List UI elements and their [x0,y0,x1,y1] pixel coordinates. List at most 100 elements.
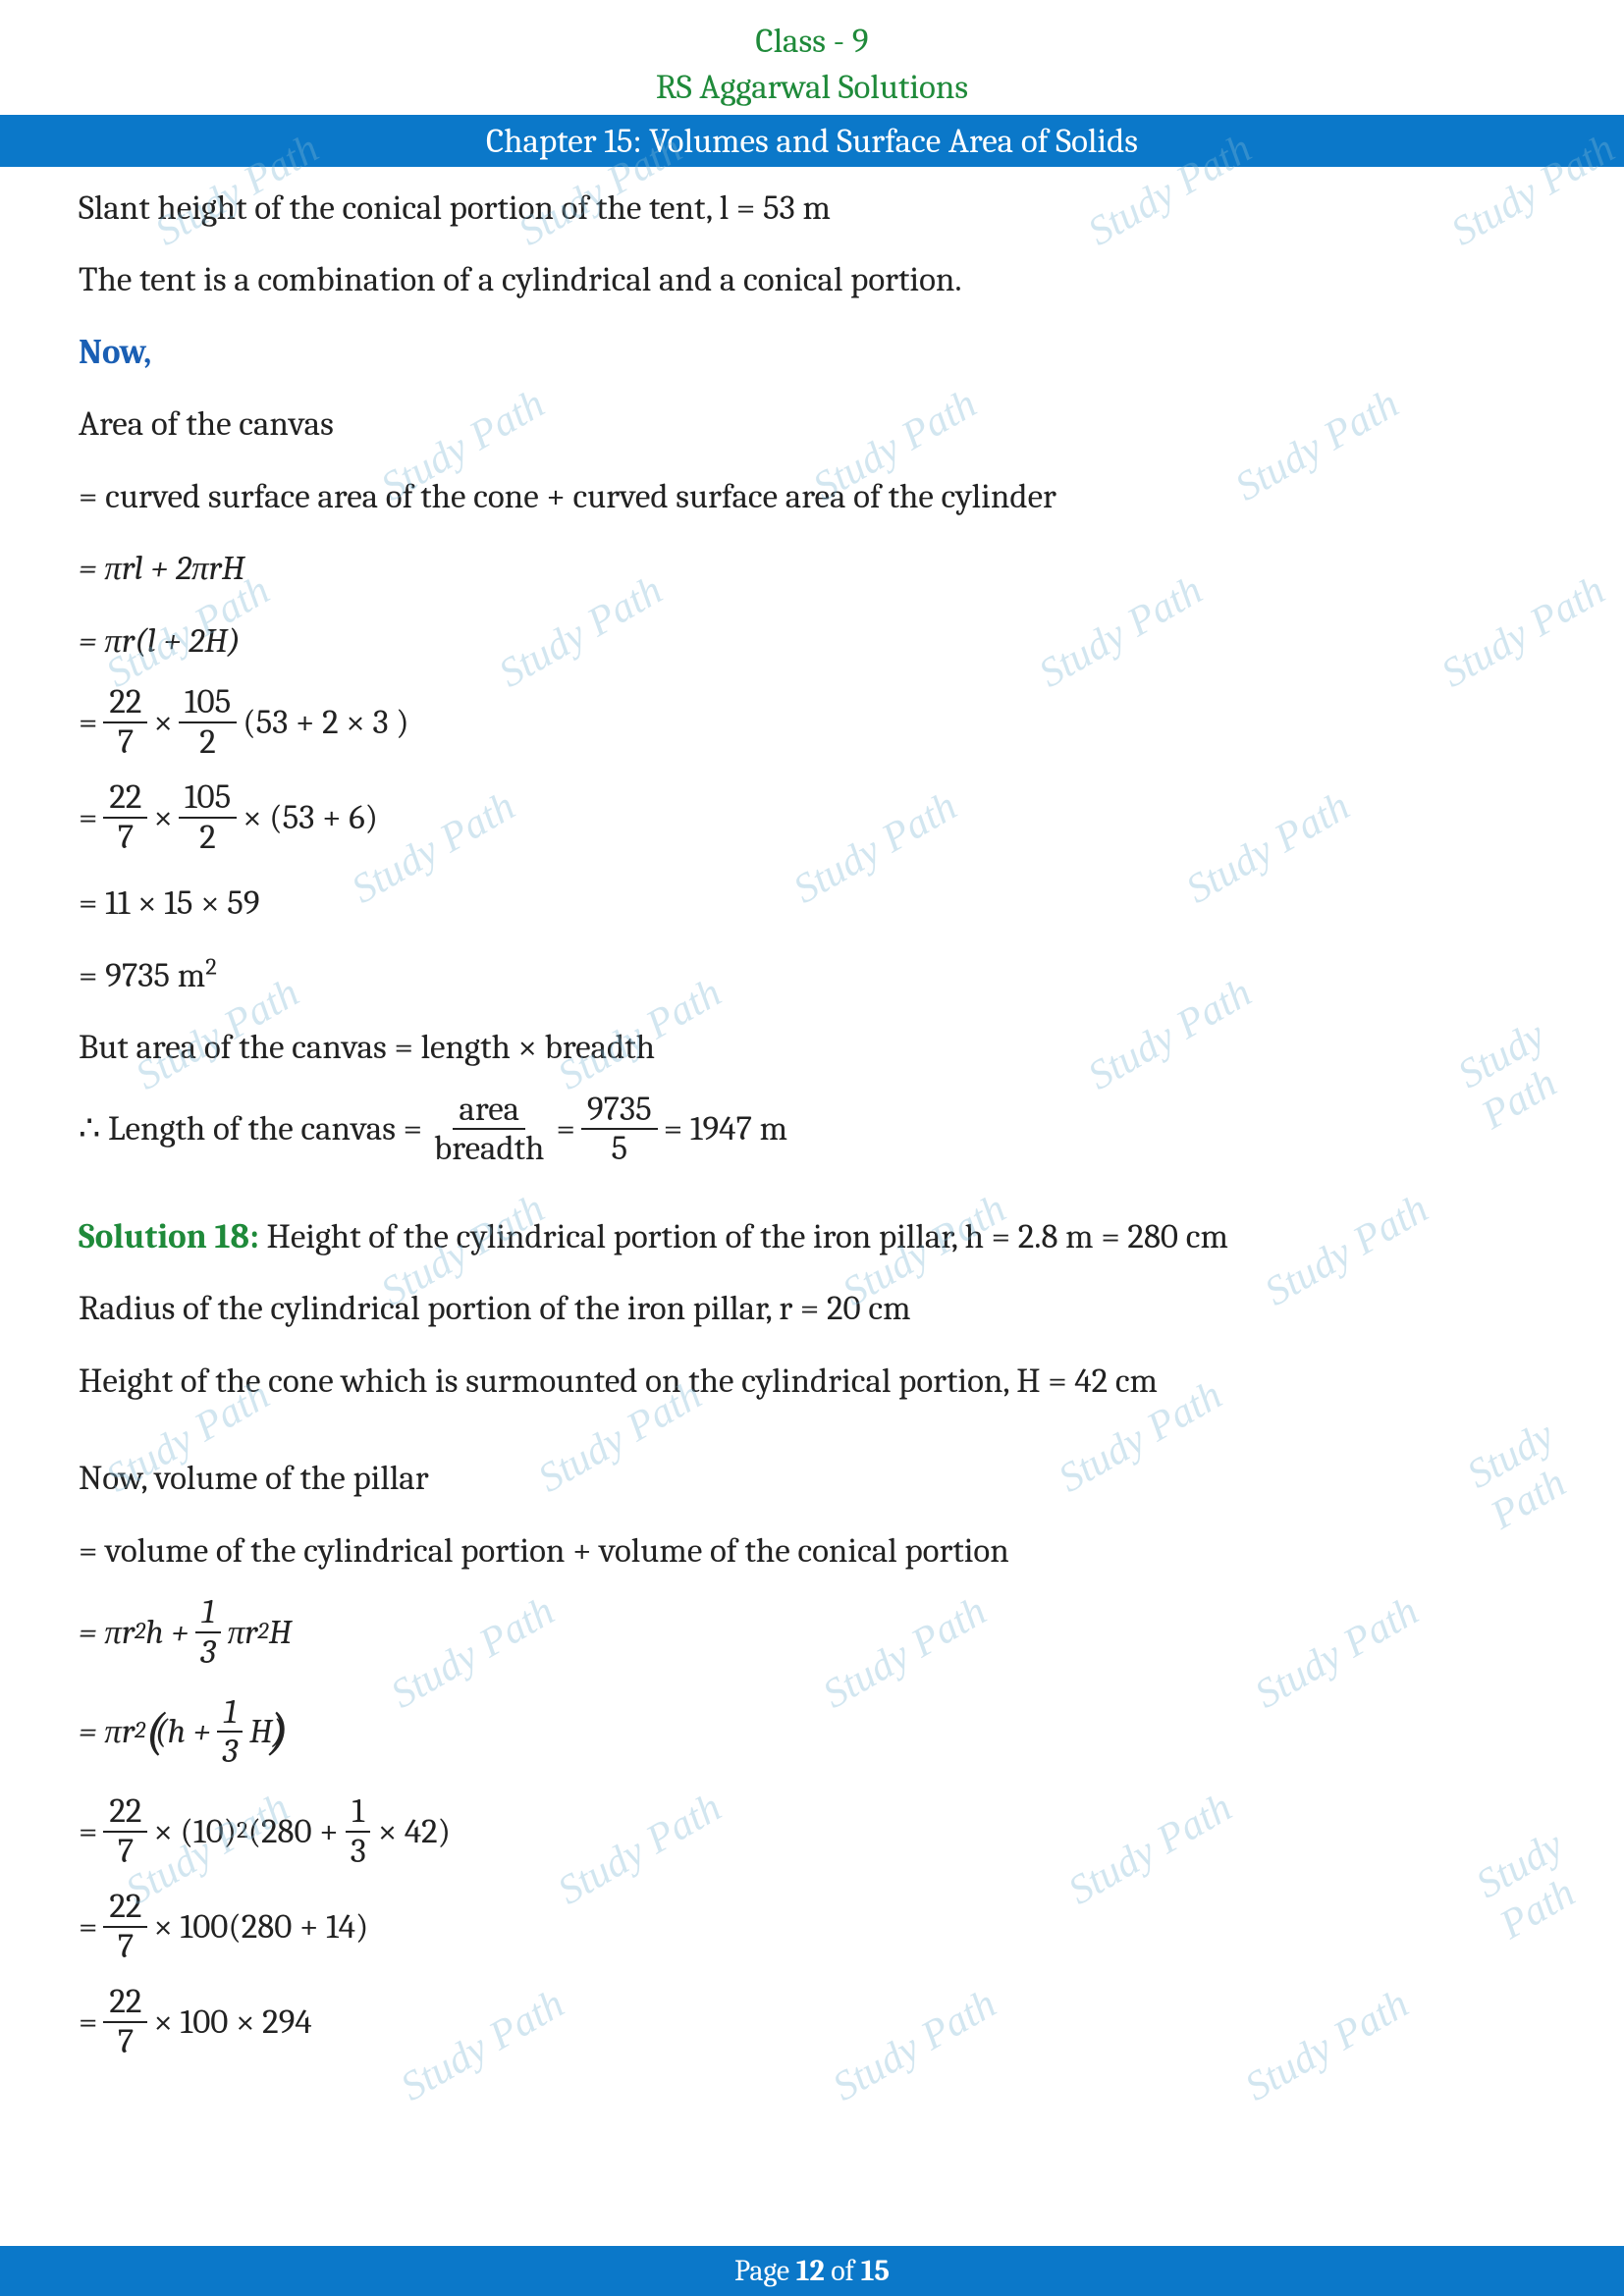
denominator: 7 [112,2023,139,2061]
text: = 9735 m [79,955,205,995]
text: × (53 + 6) [243,788,378,847]
superscript: 2 [257,1612,268,1653]
page-total: 15 [861,2254,890,2288]
class-line: Class - 9 [0,18,1624,64]
text: = [556,1099,574,1158]
text: × (10) [153,1802,237,1861]
numerator: 22 [103,1888,147,1928]
text: × 42) [378,1802,451,1861]
denominator: 2 [193,819,222,857]
superscript: 2 [135,1711,145,1752]
fraction: 13 [345,1792,372,1870]
fraction: 227 [103,1888,147,1965]
equation: = 227 × 100(280 + 14) [79,1888,1545,1965]
denominator: 7 [112,819,139,857]
text: = πr [79,1603,135,1662]
text: = [79,1993,97,2052]
text: h + [145,1603,189,1662]
text: (53 + 2 × 3 ) [243,693,408,752]
numerator: 22 [103,1983,147,2023]
solution-label: Solution 18: [79,1216,259,1256]
equation: = 227 × 1052 × (53 + 6) [79,778,1545,856]
denominator: 5 [605,1130,633,1168]
footer-post: of [825,2254,861,2288]
text: ∴ Length of the canvas = [79,1099,422,1158]
text: = [79,1897,97,1956]
fraction: 13 [194,1593,221,1671]
paren: ) [270,1688,289,1775]
denominator: 3 [194,1633,221,1672]
paragraph: = volume of the cylindrical portion + vo… [79,1522,1545,1580]
chapter-bar: Chapter 15: Volumes and Surface Area of … [0,115,1624,167]
numerator: 1 [346,1792,370,1833]
equation: = 11 × 15 × 59 [79,874,1545,933]
text: × [153,788,172,847]
now-label: Now, [79,323,1545,382]
paragraph: Now, volume of the pillar [79,1449,1545,1508]
text: × [153,693,172,752]
page-header: Class - 9 RS Aggarwal Solutions [0,0,1624,111]
text: (280 + [248,1802,339,1861]
paragraph: But area of the canvas = length × breadt… [79,1018,1545,1077]
equation: = πr2h + 13 πr2H [79,1593,1545,1671]
superscript: 2 [135,1612,145,1653]
equation: = 227 × 1052 (53 + 2 × 3 ) [79,683,1545,761]
denominator: 7 [112,723,139,762]
numerator: area [453,1091,525,1131]
text: = 1947 m [664,1099,787,1158]
text: πr [228,1603,258,1662]
text: = [79,788,97,847]
numerator: 105 [179,778,237,819]
fraction: 1052 [179,683,237,761]
paragraph: The tent is a combination of a cylindric… [79,250,1545,309]
fraction: areabreadth [428,1091,550,1168]
fraction: 227 [103,683,147,761]
numerator: 9735 [581,1091,658,1131]
superscript: 2 [205,953,217,981]
fraction: 97355 [581,1091,658,1168]
text: H [269,1603,293,1662]
equation: = 9735 m2 [79,946,1545,1005]
equation: = 227 × 100 × 294 [79,1983,1545,2060]
text: (h + [155,1702,211,1761]
equation: = πr2 ( (h + 13 H) ) [79,1688,1545,1775]
text: × 100(280 + 14) [153,1897,368,1956]
fraction: 13 [217,1693,244,1771]
denominator: 7 [112,1928,139,1966]
text: Slant height of the conical portion of t… [79,187,831,228]
numerator: 22 [103,778,147,819]
content-body: Slant height of the conical portion of t… [0,167,1624,2061]
equation: ∴ Length of the canvas = areabreadth = 9… [79,1091,1545,1168]
fraction: 227 [103,1983,147,2060]
numerator: 1 [217,1693,243,1734]
paragraph: Radius of the cylindrical portion of the… [79,1279,1545,1338]
numerator: 1 [195,1593,221,1633]
numerator: 105 [179,683,237,723]
denominator: 3 [345,1833,372,1871]
fraction: 227 [103,1792,147,1870]
numerator: 22 [103,1792,147,1833]
equation: = 227 × (10)2(280 + 13 × 42) [79,1792,1545,1870]
text: = [79,1802,97,1861]
numerator: 22 [103,683,147,723]
paragraph: = curved surface area of the cone + curv… [79,467,1545,526]
paragraph: Slant height of the conical portion of t… [79,179,1545,238]
text: = [79,693,97,752]
book-line: RS Aggarwal Solutions [0,64,1624,110]
denominator: 7 [112,1833,139,1871]
equation: = πr(l + 2H) [79,612,1545,670]
denominator: breadth [428,1130,550,1168]
page-number: 12 [796,2254,825,2288]
paragraph: Area of the canvas [79,395,1545,454]
denominator: 3 [217,1733,244,1771]
text: × 100 × 294 [153,1993,311,2052]
page-footer: Page 12 of 15 [0,2246,1624,2296]
fraction: 227 [103,778,147,856]
paragraph: Solution 18: Height of the cylindrical p… [79,1207,1545,1266]
footer-pre: Page [734,2254,796,2288]
paragraph: Height of the cone which is surmounted o… [79,1352,1545,1411]
fraction: 1052 [179,778,237,856]
text: = πr [79,1702,135,1761]
text: Height of the cylindrical portion of the… [259,1216,1228,1256]
equation: = πrl + 2πrH [79,539,1545,598]
